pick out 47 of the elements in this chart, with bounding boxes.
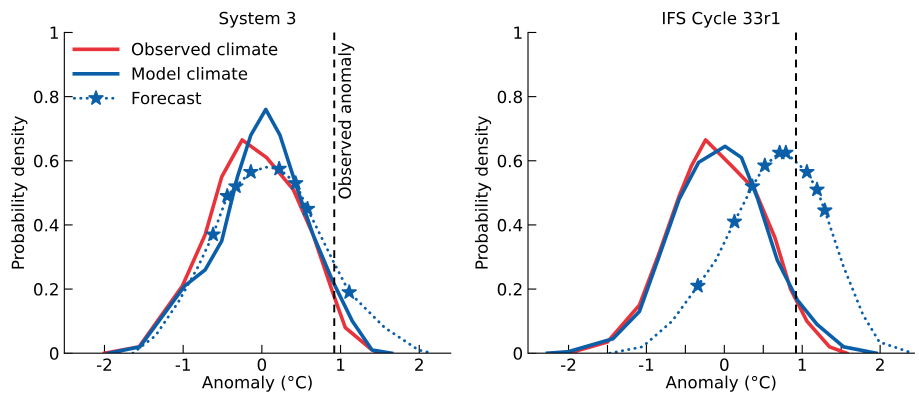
point — [228, 178, 244, 194]
x-tick-label: 1 — [798, 358, 806, 371]
point — [300, 200, 316, 216]
point — [242, 164, 259, 179]
line-series — [546, 144, 878, 354]
y-axis-title: Probability density — [11, 116, 28, 268]
y-tick-label: 0.8 — [34, 90, 58, 104]
legend-label: Forecast — [132, 92, 202, 104]
x-tick-label: 0 — [720, 358, 729, 371]
x-axis-title: Anomaly (°C) — [666, 376, 776, 392]
y-tick-label: 0.4 — [34, 218, 59, 232]
legend-label: Model climate — [132, 66, 248, 80]
point — [816, 202, 833, 218]
y-axis-title: Probability density — [474, 116, 492, 268]
y-tick-label: 0 — [50, 347, 58, 360]
point — [690, 278, 706, 293]
y-tick-label: 0.2 — [34, 283, 58, 296]
x-tick-label: 1 — [337, 358, 344, 371]
x-tick-label: 2 — [415, 358, 423, 371]
ref-line-label: Observed anomaly — [338, 42, 354, 199]
legend-label: Observed climate — [132, 42, 278, 56]
point — [341, 284, 358, 300]
chart-title: IFS Cycle 33r1 — [663, 11, 780, 28]
point — [726, 213, 742, 229]
point — [798, 164, 815, 179]
x-tick-label: -2 — [96, 358, 112, 371]
y-tick-label: 1 — [50, 26, 58, 39]
point — [288, 174, 304, 190]
point — [271, 160, 288, 176]
y-tick-label: 0.8 — [498, 90, 522, 104]
y-tick-label: 0 — [514, 347, 522, 360]
y-tick-label: 1 — [514, 26, 522, 39]
y-tick-label: 0.6 — [498, 154, 522, 168]
point — [809, 181, 825, 197]
point — [744, 178, 760, 194]
y-tick-label: 0.4 — [498, 218, 522, 232]
x-tick-label: -1 — [176, 358, 190, 371]
x-tick-label: 0 — [258, 358, 266, 371]
point — [756, 157, 773, 172]
x-axis-title: Anomaly (°C) — [202, 376, 312, 392]
chart-title: System 3 — [220, 12, 296, 28]
point — [205, 226, 222, 242]
x-tick-label: -2 — [561, 358, 576, 371]
y-tick-label: 0.2 — [498, 283, 522, 296]
y-tick-label: 0.6 — [34, 154, 58, 168]
x-tick-label: 2 — [876, 358, 884, 371]
x-tick-label: -1 — [638, 358, 654, 371]
